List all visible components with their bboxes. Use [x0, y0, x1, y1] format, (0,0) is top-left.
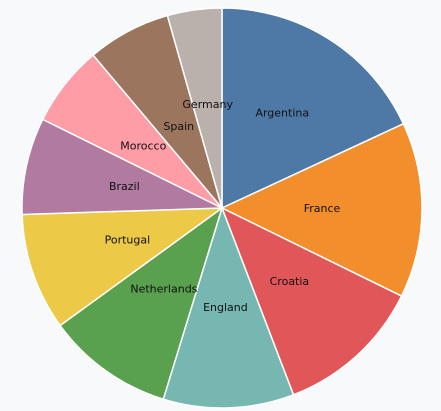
- pie-label-netherlands: Netherlands: [130, 282, 197, 295]
- pie-label-france: France: [304, 202, 341, 215]
- pie-labels: Argentina France Croatia England Netherlands…: [105, 98, 341, 314]
- pie-label-portugal: Portugal: [105, 233, 151, 246]
- pie-label-argentina: Argentina: [255, 107, 309, 120]
- pie-slice-argentina[interactable]: [221, 7, 405, 210]
- pie-label-spain: Spain: [163, 120, 194, 133]
- pie-slice-brazil[interactable]: [21, 118, 223, 216]
- pie-label-germany: Germany: [182, 98, 233, 111]
- pie-slice-germany[interactable]: [166, 7, 223, 209]
- pie-slice-france[interactable]: [220, 122, 423, 298]
- pie-slices: [21, 7, 423, 409]
- pie-slice-netherlands[interactable]: [59, 206, 224, 401]
- pie-label-croatia: Croatia: [270, 275, 310, 288]
- pie-label-morocco: Morocco: [120, 139, 166, 152]
- pie-label-england: England: [203, 301, 248, 314]
- pie-label-brazil: Brazil: [109, 180, 140, 193]
- pie-slice-england[interactable]: [162, 205, 295, 409]
- pie-slice-croatia[interactable]: [220, 206, 403, 396]
- pie-slice-portugal[interactable]: [21, 207, 225, 327]
